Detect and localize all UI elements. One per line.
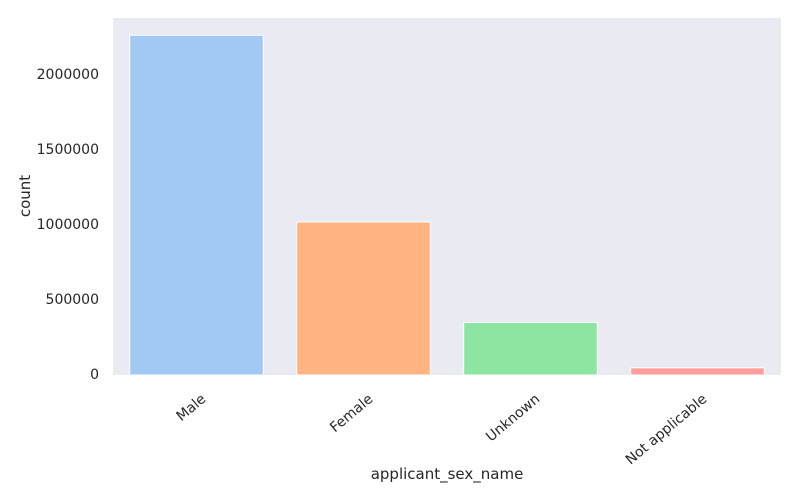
y-tick-label: 1500000 [37, 142, 99, 158]
x-tick-label: Not applicable [623, 391, 710, 468]
x-tick-label: Female [327, 391, 376, 436]
bar-unknown [463, 322, 598, 376]
y-tick-label: 2000000 [37, 67, 99, 83]
y-tick-label: 0 [90, 367, 99, 383]
y-tick-label: 500000 [46, 292, 99, 308]
bar-not-applicable [630, 367, 765, 376]
x-tick-label: Male [174, 391, 210, 425]
bar-male [129, 34, 264, 376]
bars [129, 34, 765, 376]
x-axis-label: applicant_sex_name [371, 465, 524, 484]
y-axis-label: count [16, 175, 34, 217]
y-tick-label: 1000000 [37, 217, 99, 233]
x-tick-label: Unknown [483, 391, 543, 445]
y-axis-ticks: 0 500000 1000000 1500000 2000000 [37, 67, 99, 383]
bar-female [296, 221, 431, 376]
x-axis-ticks: Male Female Unknown Not applicable [174, 391, 711, 468]
